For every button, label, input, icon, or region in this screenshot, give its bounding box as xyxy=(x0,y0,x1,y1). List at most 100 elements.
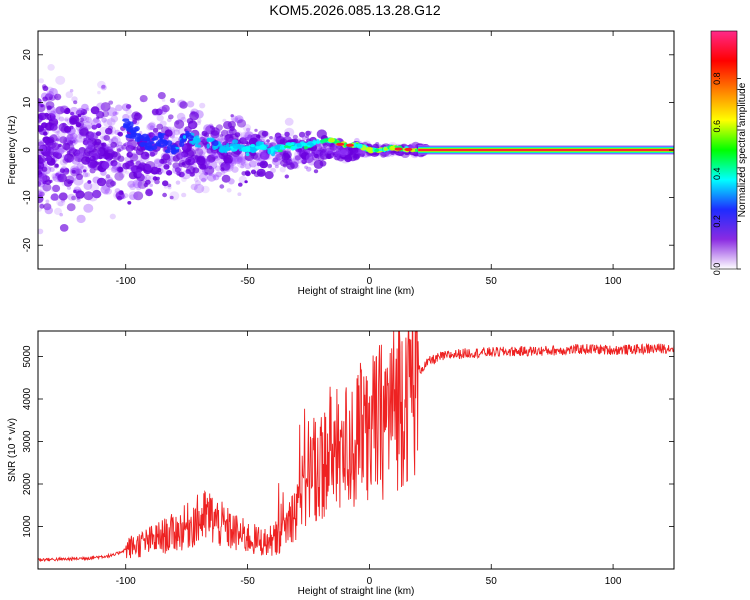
spectrogram-blob xyxy=(103,119,113,128)
spectrogram-blob xyxy=(317,155,325,162)
track-blob xyxy=(383,147,388,151)
spectrogram-blob xyxy=(41,122,48,129)
carrier-band-layer xyxy=(418,149,674,151)
spectrogram-blob xyxy=(48,88,58,97)
track-blob xyxy=(389,145,396,151)
spectrogram-blob xyxy=(42,183,52,192)
spectrogram-blob xyxy=(178,159,187,168)
spectrogram-blob xyxy=(52,176,58,181)
spectrogram-blob xyxy=(220,131,226,136)
spectrogram-blob xyxy=(266,139,270,143)
spectrogram-blob xyxy=(42,175,50,183)
spectrogram-blob xyxy=(112,135,117,140)
spectrogram-blob xyxy=(305,134,309,139)
spectrogram-blob xyxy=(87,180,92,184)
spectrogram-blob xyxy=(43,203,52,211)
track-blob xyxy=(277,149,283,153)
spectrogram-blob xyxy=(280,150,287,157)
spectrogram-blob xyxy=(52,184,61,193)
y-tick-label: 2000 xyxy=(22,472,33,495)
spectrogram-blob xyxy=(270,167,276,173)
spectrogram-blob xyxy=(53,163,60,169)
spectrogram-blob xyxy=(63,108,71,115)
spectrogram-blob xyxy=(236,156,246,165)
track-blob xyxy=(146,137,151,144)
spectrogram-blob xyxy=(124,160,135,170)
spectrogram-blob xyxy=(74,168,83,176)
spectrogram-blob xyxy=(58,143,62,148)
spectrogram-blob xyxy=(269,136,273,140)
spectrogram-blob xyxy=(245,171,251,177)
spectrogram-blob xyxy=(85,116,92,123)
spectrogram-blob xyxy=(65,91,74,99)
spectrogram-blob xyxy=(199,102,206,109)
spectrogram-blob xyxy=(66,186,72,190)
spectrogram-blob xyxy=(44,137,54,146)
spectrogram-blob xyxy=(59,224,69,232)
spectrogram-blob xyxy=(284,174,289,179)
spectrogram-blob xyxy=(232,155,243,165)
spectrogram-blob xyxy=(50,193,59,201)
spectrogram-blob xyxy=(162,192,168,198)
spectrogram-blob xyxy=(45,156,52,162)
spectrogram-blob xyxy=(58,192,68,201)
spectrogram-blob xyxy=(38,174,47,183)
spectrogram-blob xyxy=(329,150,334,155)
spectrogram-blob xyxy=(353,152,361,159)
track-blob xyxy=(232,139,239,144)
spectrogram-blob xyxy=(132,153,143,163)
spectrogram-blob xyxy=(51,112,61,121)
spectrogram-blob xyxy=(49,114,56,120)
spectrogram-blob xyxy=(220,170,226,175)
spectrogram-blob xyxy=(57,148,65,155)
spectrogram-blob xyxy=(132,179,143,189)
spectrogram-blob xyxy=(125,170,129,175)
spectrogram-blob xyxy=(128,144,134,149)
track-blob xyxy=(166,140,173,146)
spectrogram-blob xyxy=(82,172,89,178)
spectrogram-blob xyxy=(58,149,63,154)
track-blob xyxy=(246,146,251,153)
spectrogram-blob xyxy=(57,201,64,207)
colorbar: 0.0 0.2 0.4 0.6 0.8 Normalized spectral ampl… xyxy=(710,30,748,275)
spectrogram-blob xyxy=(210,127,220,136)
spectrogram-blob xyxy=(64,116,70,122)
y-tick-label: 4000 xyxy=(22,387,33,410)
spectrogram-blob xyxy=(294,155,301,161)
spectrogram-blob xyxy=(135,148,144,156)
spectrogram-blob xyxy=(219,184,225,189)
spectrogram-blob xyxy=(62,154,68,160)
spectrogram-blob xyxy=(51,123,62,134)
spectrogram-blob xyxy=(46,155,52,161)
spectrogram-blob xyxy=(153,166,158,171)
track-blob xyxy=(414,148,420,153)
spectrogram-blob xyxy=(134,180,142,187)
spectrogram-blob xyxy=(175,120,180,125)
spectrogram-blob xyxy=(169,98,176,103)
spectrogram-blob xyxy=(273,136,281,144)
spectrogram-blob xyxy=(54,207,62,215)
spectrogram-blob xyxy=(144,163,153,171)
track-blob xyxy=(182,135,187,139)
spectrogram-blob xyxy=(190,183,198,191)
track-blob xyxy=(171,146,176,150)
spectrogram-blob xyxy=(109,213,116,220)
spectrogram-blob xyxy=(239,137,247,145)
x-tick-label: 100 xyxy=(605,576,622,587)
spectrogram-blob xyxy=(114,188,121,194)
spectrogram-blob xyxy=(176,112,186,121)
spectrogram-blob xyxy=(359,152,363,156)
spectrogram-blob xyxy=(42,96,48,102)
spectrogram-blob xyxy=(198,173,209,182)
spectrogram-blob xyxy=(267,164,272,169)
spectrogram-blob xyxy=(85,143,95,152)
spectrogram-blob xyxy=(68,148,78,157)
track-blob xyxy=(365,146,373,152)
spectrogram-blob xyxy=(158,163,164,169)
spectrogram-blob xyxy=(75,190,85,199)
spectrogram-blob xyxy=(80,109,88,115)
spectrogram-blob xyxy=(94,138,102,146)
spectrogram-blob xyxy=(91,124,98,130)
spectrogram-blob xyxy=(59,136,68,144)
spectrogram-blob xyxy=(202,169,210,176)
